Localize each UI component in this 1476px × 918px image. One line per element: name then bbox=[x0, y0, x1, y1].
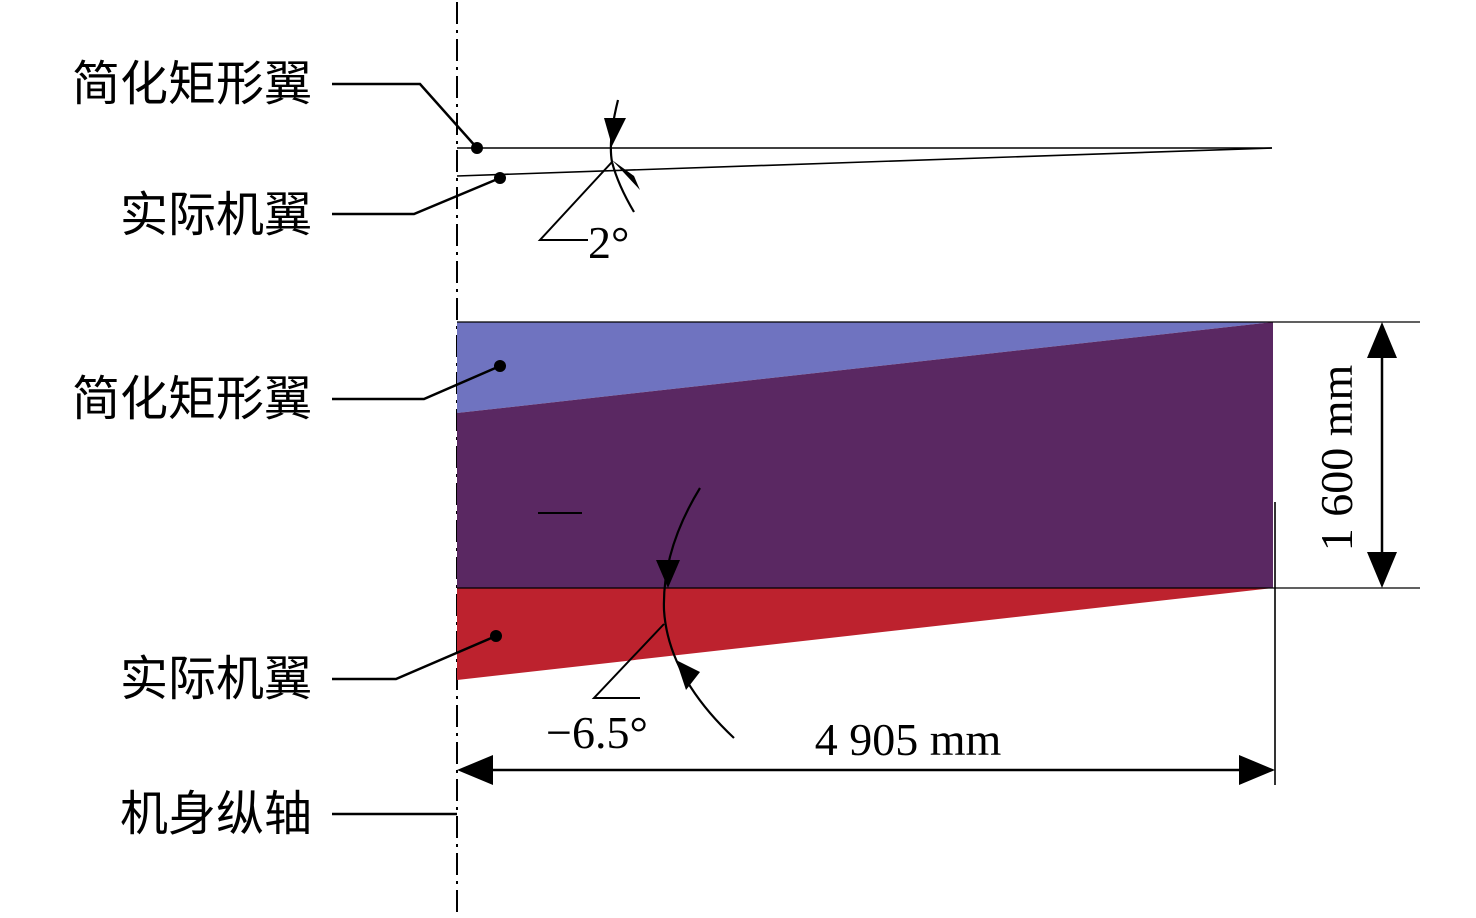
chord-dimension-label: 1 600 mm bbox=[1311, 365, 1362, 552]
chord-arrowhead-bottom bbox=[1367, 552, 1397, 588]
bottom-angle-arrowhead-lower bbox=[676, 660, 700, 690]
top-actual-wing-line bbox=[456, 147, 1273, 177]
span-arrowhead-right bbox=[1239, 755, 1275, 785]
top-angle-arrowhead-lower bbox=[612, 160, 640, 190]
top-simplified-wing-leader bbox=[332, 82, 478, 149]
top-actual-wing-label: 实际机翼 bbox=[120, 187, 312, 243]
chord-arrowhead-top bbox=[1367, 322, 1397, 358]
bottom-actual-wing-leader bbox=[332, 634, 497, 681]
bottom-angle-leader bbox=[591, 623, 665, 699]
bottom-simplified-wing-leader bbox=[332, 364, 501, 401]
top-angle-arrowhead-upper bbox=[604, 118, 626, 146]
top-angle-leader bbox=[537, 161, 613, 241]
top-simplified-wing-dot bbox=[471, 142, 483, 154]
bottom-actual-wing-label: 实际机翼 bbox=[120, 651, 312, 707]
top-angle-arc bbox=[609, 99, 635, 213]
bottom-angle-arrowhead-upper bbox=[656, 560, 680, 588]
bottom-actual-wing-dot bbox=[490, 630, 502, 642]
top-actual-wing-dot bbox=[494, 172, 506, 184]
bottom-angle-label: −6.5° bbox=[546, 707, 648, 758]
bottom-simplified-wing-dot bbox=[494, 360, 506, 372]
top-simplified-wing-label: 简化矩形翼 bbox=[72, 56, 312, 112]
top-actual-wing-leader bbox=[332, 176, 501, 216]
overlap-region bbox=[457, 322, 1273, 588]
bottom-angle-arc bbox=[662, 487, 735, 739]
bottom-simplified-wing-label: 简化矩形翼 bbox=[72, 371, 312, 427]
top-angle-label: 2° bbox=[588, 217, 629, 268]
span-dimension-label: 4 905 mm bbox=[815, 714, 1002, 765]
fuselage-axis-label: 机身纵轴 bbox=[120, 786, 312, 842]
span-arrowhead-left bbox=[457, 755, 493, 785]
actual-wing-region bbox=[457, 588, 1273, 680]
